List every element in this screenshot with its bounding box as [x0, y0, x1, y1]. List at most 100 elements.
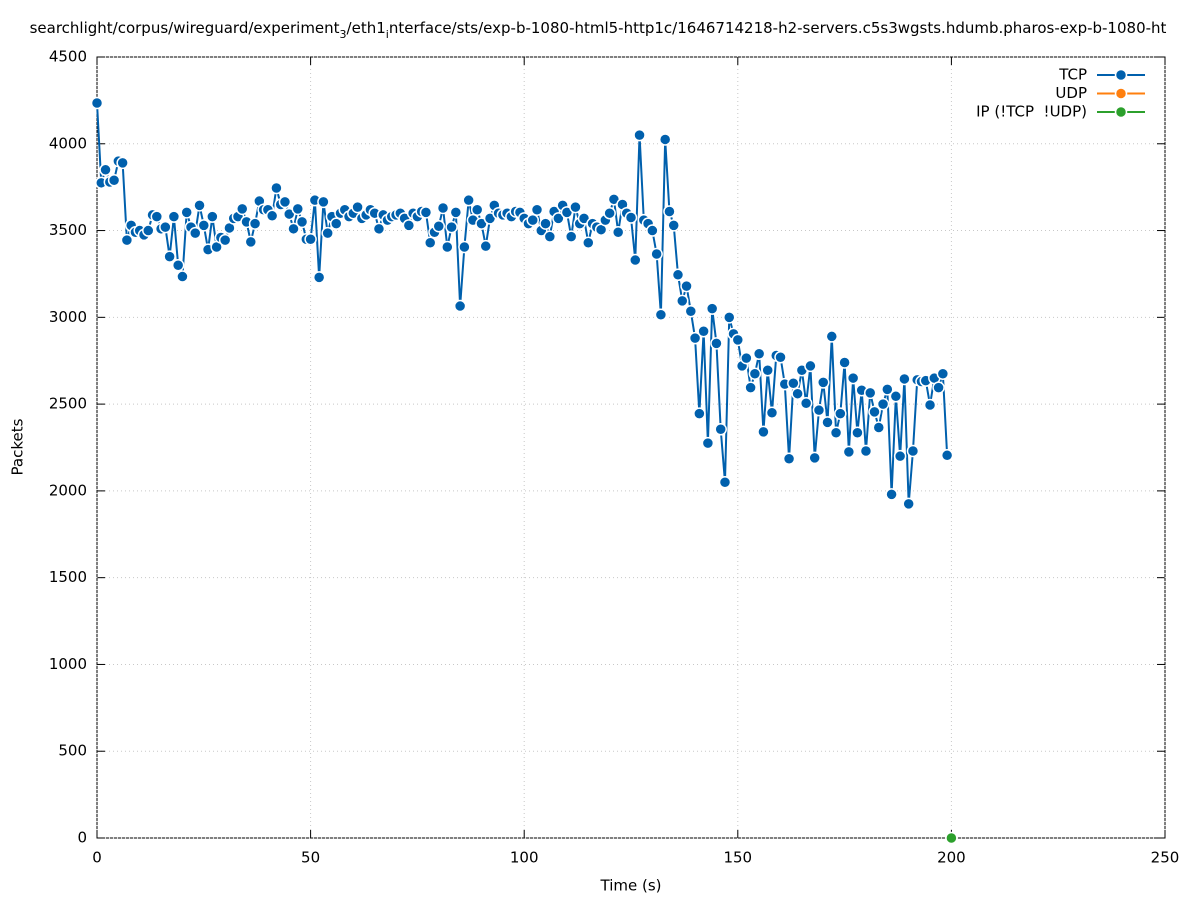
x-tick-label: 100: [510, 849, 539, 867]
y-tick-label: 4500: [49, 48, 87, 66]
data-point: [825, 330, 839, 343]
data-point: [940, 449, 954, 462]
data-point: [680, 279, 693, 293]
data-point: [530, 203, 544, 216]
data-point: [923, 398, 937, 412]
data-point: [667, 219, 680, 232]
data-point: [552, 212, 565, 225]
data-point: [898, 372, 911, 386]
y-tick-label: 4000: [49, 134, 87, 152]
data-point: [936, 367, 950, 380]
series-line: [96, 102, 949, 504]
x-tick-label: 50: [301, 849, 320, 867]
data-point: [744, 381, 757, 394]
data-point: [458, 240, 471, 254]
data-point: [423, 236, 437, 249]
data-point: [846, 371, 860, 385]
data-point: [470, 203, 484, 216]
data-point: [799, 396, 813, 410]
data-point: [317, 195, 330, 209]
data-point: [629, 253, 642, 267]
data-point: [419, 206, 433, 219]
data-point: [676, 294, 689, 308]
data-point: [329, 217, 343, 230]
data-point: [765, 406, 779, 420]
data-point: [235, 202, 249, 216]
data-point: [206, 210, 219, 223]
data-point: [658, 133, 672, 146]
data-point: [782, 452, 796, 466]
data-point: [650, 247, 663, 261]
y-tick-label: 500: [58, 742, 87, 760]
data-point: [120, 233, 134, 247]
data-point: [821, 416, 834, 429]
data-point: [893, 449, 907, 463]
data-point: [564, 230, 578, 243]
data-point: [718, 475, 732, 489]
data-point: [543, 230, 557, 243]
data-point: [150, 210, 164, 223]
data-point: [582, 236, 595, 249]
data-point: [774, 351, 787, 364]
data-point: [526, 213, 539, 227]
data-point: [876, 397, 890, 411]
y-tick-label: 1500: [49, 568, 87, 586]
x-axis-label: Time (s): [600, 877, 662, 895]
data-point: [872, 421, 886, 434]
data-point: [646, 224, 659, 237]
x-tick-label: 150: [723, 849, 752, 867]
data-point: [270, 181, 283, 195]
data-point: [372, 222, 386, 236]
data-point: [731, 333, 745, 347]
data-point: [569, 200, 582, 214]
data-point: [99, 163, 112, 177]
data-point: [312, 271, 326, 284]
data-point: [218, 233, 232, 247]
y-axis-label: Packets: [9, 418, 27, 475]
data-point: [441, 240, 454, 254]
data-point: [906, 444, 920, 458]
legend-label: UDP: [1055, 84, 1087, 102]
data-point: [449, 206, 463, 219]
data-point: [291, 202, 305, 216]
data-point: [180, 206, 193, 219]
title-subscript: 3: [340, 28, 347, 41]
data-point: [863, 386, 877, 400]
data-point: [834, 407, 847, 420]
data-point: [688, 331, 702, 345]
data-point: [945, 831, 958, 845]
data-point: [436, 201, 450, 215]
data-point: [321, 226, 334, 240]
data-point: [295, 215, 309, 229]
data-point: [163, 250, 176, 263]
data-point: [740, 351, 753, 365]
data-point: [902, 497, 915, 511]
legend-marker: [1114, 87, 1128, 100]
data-point: [714, 423, 727, 436]
data-point: [265, 209, 279, 223]
data-point: [748, 367, 762, 380]
data-point: [889, 390, 903, 403]
data-point: [193, 199, 206, 212]
data-point: [851, 426, 864, 439]
data-point: [402, 219, 416, 232]
data-point: [829, 426, 843, 439]
title-part: searchlight/corpus/wireguard/experiment: [30, 19, 340, 37]
data-point: [761, 364, 774, 377]
data-point: [859, 444, 873, 458]
data-point: [633, 128, 646, 142]
data-point: [445, 220, 458, 234]
data-point: [167, 210, 181, 223]
data-point: [752, 347, 766, 361]
data-point: [278, 195, 292, 209]
data-point: [189, 226, 202, 240]
data-point: [603, 206, 616, 220]
data-point: [842, 445, 856, 459]
data-point: [816, 376, 830, 389]
data-point: [697, 324, 710, 338]
data-point: [453, 299, 467, 313]
data-point: [693, 407, 706, 420]
chart-title: searchlight/corpus/wireguard/experiment3…: [30, 19, 1167, 41]
